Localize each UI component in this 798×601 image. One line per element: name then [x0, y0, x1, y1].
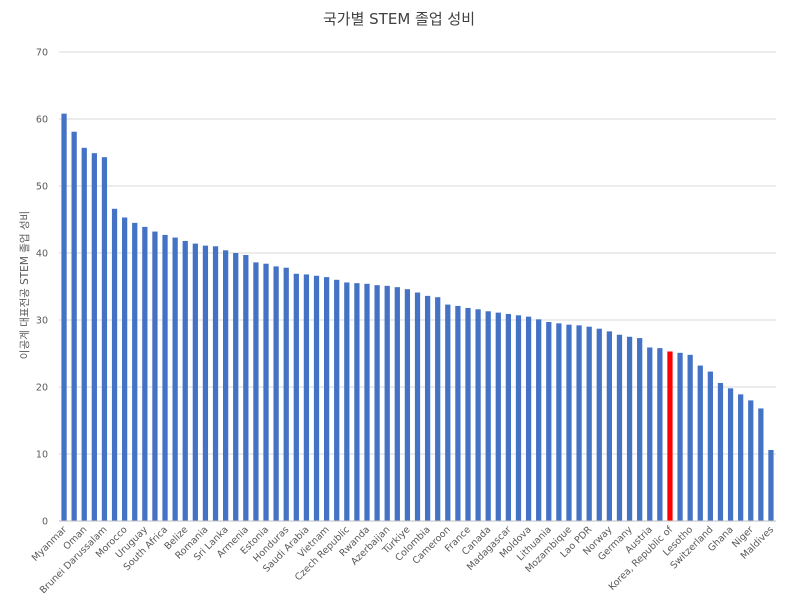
bar — [223, 250, 229, 521]
bar — [515, 315, 522, 521]
bar — [495, 312, 501, 521]
bar — [212, 246, 219, 522]
bar — [717, 382, 724, 521]
bar — [243, 255, 249, 521]
bar — [283, 267, 289, 521]
bar — [81, 147, 87, 521]
y-tick-label: 50 — [36, 182, 48, 193]
bar — [768, 449, 774, 521]
bar — [132, 222, 138, 521]
bar — [61, 113, 67, 521]
bar — [344, 282, 350, 521]
bar — [566, 324, 572, 521]
bar — [263, 263, 269, 521]
bar — [192, 243, 198, 521]
bar — [374, 285, 380, 521]
bar — [111, 208, 118, 521]
bar — [677, 352, 683, 521]
bar — [414, 292, 421, 521]
bar — [475, 309, 481, 521]
bar — [576, 325, 582, 521]
bar — [313, 275, 320, 521]
bar — [455, 305, 461, 521]
bar — [616, 334, 623, 521]
bar — [122, 217, 128, 522]
bar — [465, 307, 471, 521]
bar — [556, 323, 562, 521]
bar — [293, 273, 299, 521]
bar — [435, 297, 441, 521]
chart-title: 국가별 STEM 졸업 성비 — [323, 10, 475, 28]
bar — [536, 319, 542, 521]
bar — [404, 289, 411, 521]
bar — [384, 285, 390, 521]
y-tick-labels: 0 10 20 30 40 50 60 70 — [36, 48, 48, 528]
bar — [253, 262, 259, 521]
bar — [697, 365, 703, 521]
bar — [758, 408, 764, 521]
y-tick-label: 40 — [36, 249, 48, 260]
bar — [323, 277, 330, 521]
bar — [525, 316, 532, 521]
bar — [738, 394, 744, 521]
bar — [152, 231, 158, 521]
bar — [546, 322, 552, 521]
bar — [647, 347, 653, 521]
bar — [182, 240, 188, 521]
bar — [162, 234, 168, 521]
bars — [61, 113, 774, 522]
bar — [657, 348, 663, 521]
y-tick-label: 60 — [36, 115, 48, 126]
y-tick-label: 10 — [36, 450, 48, 461]
bar — [667, 351, 673, 521]
bar — [445, 304, 451, 521]
bar — [233, 253, 239, 521]
y-tick-label: 0 — [42, 517, 48, 528]
bar — [596, 328, 602, 521]
bar — [71, 131, 77, 522]
bar — [364, 283, 370, 521]
bar — [586, 326, 592, 521]
bar — [505, 313, 512, 521]
bar — [354, 283, 360, 521]
bar — [424, 295, 431, 521]
bar — [707, 371, 713, 521]
bar — [334, 279, 340, 521]
bar — [687, 354, 693, 521]
bar — [273, 266, 279, 521]
bar — [637, 338, 643, 521]
y-tick-label: 70 — [36, 48, 48, 59]
bar — [485, 311, 491, 521]
bar — [202, 245, 209, 521]
y-tick-label: 20 — [36, 383, 48, 394]
bar — [748, 400, 754, 521]
bar — [606, 331, 612, 521]
bar — [172, 237, 178, 521]
y-axis-label: 이공계 대표전공 STEM 졸업 성비 — [18, 211, 31, 359]
bar — [91, 153, 97, 522]
bar — [727, 388, 734, 521]
bar — [142, 226, 148, 521]
y-tick-label: 30 — [36, 316, 48, 327]
bar — [101, 157, 108, 521]
bar — [394, 287, 400, 521]
bar — [626, 336, 633, 521]
bar — [303, 274, 310, 521]
